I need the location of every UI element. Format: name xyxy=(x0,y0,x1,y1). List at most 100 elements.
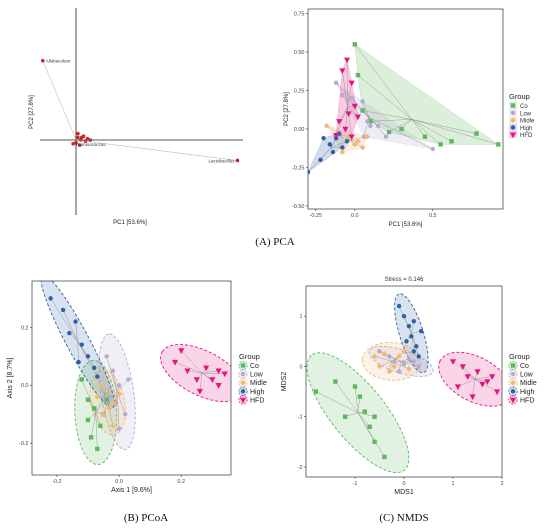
spider-line xyxy=(199,373,203,392)
loading-arrow xyxy=(42,60,77,141)
legend-marker-low xyxy=(510,371,516,377)
spider-line xyxy=(77,341,79,363)
point-hfd xyxy=(193,377,200,383)
y-tick-label: 0.00 xyxy=(294,127,305,133)
x-tick-label: -0.25 xyxy=(310,213,323,219)
x-axis-label: MDS1 xyxy=(394,489,414,496)
spider-line xyxy=(335,381,359,413)
point-low xyxy=(401,361,407,367)
spider-line xyxy=(330,141,348,148)
point-co xyxy=(362,409,367,414)
point-co xyxy=(368,119,373,124)
spider-line xyxy=(345,107,348,130)
spider-line xyxy=(357,412,375,417)
y-tick-label: 0 xyxy=(299,364,302,370)
point-hfd xyxy=(484,379,491,386)
point-co xyxy=(422,134,428,139)
point-hfd xyxy=(339,68,346,75)
point-co xyxy=(343,414,348,419)
point-low xyxy=(113,400,119,405)
point-midle xyxy=(106,405,113,412)
spider-line xyxy=(370,119,412,122)
point-hfd xyxy=(209,377,216,383)
point-co xyxy=(85,417,91,423)
point-high xyxy=(411,349,416,354)
legend-label-low: Low xyxy=(520,111,532,117)
x-tick-label: 0 xyxy=(402,481,405,487)
y-tick-label: 0.75 xyxy=(294,12,305,18)
spider-line xyxy=(374,356,392,362)
taxon-point xyxy=(40,58,45,63)
point-high xyxy=(401,313,407,319)
pca-biplot-panel: Allobaculum Ruminococcus Lactobacillus PC1 … xyxy=(29,8,243,226)
spider-line xyxy=(320,147,332,160)
spider-line xyxy=(187,370,203,374)
legend-marker-midle xyxy=(510,379,516,386)
legend-marker-low xyxy=(510,110,516,116)
caption-b: (B) PCoA xyxy=(124,512,168,524)
loading-arrow xyxy=(75,139,238,161)
point-high xyxy=(48,296,53,301)
spider-line xyxy=(452,361,476,380)
y-tick-label: -0.2 xyxy=(19,441,28,447)
point-low xyxy=(116,426,122,431)
point-hfd xyxy=(196,388,203,395)
y-tick-label: 1 xyxy=(299,314,302,320)
point-midle xyxy=(371,353,378,360)
spider-line xyxy=(95,412,101,426)
biplot-sample-point xyxy=(79,135,84,140)
point-co xyxy=(372,439,377,445)
point-high xyxy=(416,354,421,359)
point-low xyxy=(368,123,373,129)
pca-scatter-panel: -0.25 0.0 0.5 0.75 0.50 0.25 0.00 -0.25 -0.50 PC1… xyxy=(284,8,535,228)
point-low xyxy=(430,146,435,152)
biplot-sample-point xyxy=(76,135,80,140)
legend-label-high: High xyxy=(520,126,532,132)
point-midle xyxy=(100,411,107,418)
spider-line xyxy=(106,356,118,392)
spider-line xyxy=(202,370,219,374)
point-midle xyxy=(391,363,398,370)
x-tick-label: 0.5 xyxy=(429,213,437,219)
point-co xyxy=(91,406,97,411)
point-low xyxy=(377,349,382,354)
x-tick-label: 0.2 xyxy=(177,479,185,485)
spider-line xyxy=(357,396,361,413)
spider-line xyxy=(457,379,476,387)
taxon-label: Ruminococcus xyxy=(76,142,106,147)
spider-line xyxy=(354,386,359,413)
point-hfd xyxy=(449,359,457,365)
point-midle xyxy=(396,353,402,360)
legend-marker-hfd xyxy=(509,397,517,404)
point-co xyxy=(449,139,454,144)
point-high xyxy=(73,319,78,324)
plot-area xyxy=(308,42,501,175)
point-midle xyxy=(116,391,122,397)
legend-label-low: Low xyxy=(250,372,264,379)
point-high xyxy=(308,169,311,175)
spider-line xyxy=(116,391,120,429)
spider-line xyxy=(351,98,370,118)
spider-line xyxy=(362,110,412,120)
ellipse-hfd xyxy=(438,351,502,407)
legend-title: Group xyxy=(509,352,530,361)
point-low xyxy=(360,99,365,104)
caption-c: (C) NMDS xyxy=(379,512,428,524)
point-high xyxy=(95,374,100,379)
point-co xyxy=(382,454,387,460)
point-co xyxy=(313,389,318,394)
point-low xyxy=(365,119,370,124)
point-midle xyxy=(339,149,346,155)
chart-title: Stress = 0.146 xyxy=(385,277,425,283)
point-high xyxy=(414,344,419,349)
legend-label-midle: Midle xyxy=(250,380,267,387)
point-co xyxy=(333,379,338,384)
y-tick-label: 0.25 xyxy=(294,89,305,95)
point-low xyxy=(383,134,389,139)
point-midle xyxy=(351,141,358,148)
biplot-sample-point xyxy=(85,136,90,141)
point-hfd xyxy=(494,389,501,396)
legend-label-midle: Midle xyxy=(520,119,535,125)
point-co xyxy=(360,108,365,113)
legend-marker-low xyxy=(240,371,246,377)
